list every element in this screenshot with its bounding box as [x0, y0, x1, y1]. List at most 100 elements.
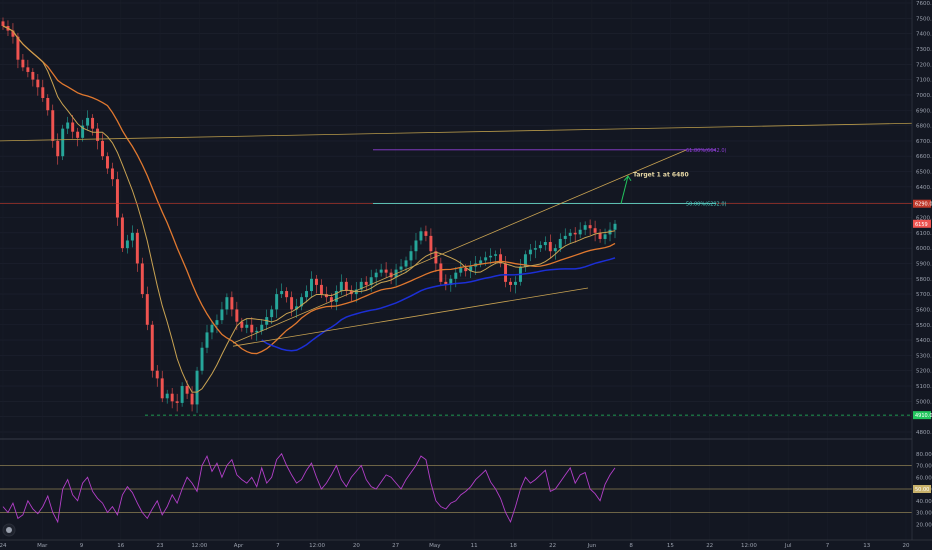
price-axis[interactable]: 7600.00 7500.00 7400.00 7300.00 7200.00 7100.… — [913, 1, 932, 436]
candle-body — [260, 324, 264, 331]
rsi-tick-label: 40.00 — [916, 499, 932, 505]
candle-body — [533, 248, 537, 250]
candle-body — [280, 291, 284, 295]
time-tick-label: 7 — [276, 543, 280, 549]
candle-body — [101, 140, 104, 157]
target-arrow-shaft — [620, 176, 629, 204]
price-tick-label: 5500.00 — [916, 323, 932, 329]
candle-body — [459, 268, 463, 273]
candle-body — [81, 125, 85, 138]
candle-body — [543, 242, 547, 246]
candle-body — [419, 231, 423, 241]
candle-body — [130, 232, 134, 241]
candle-body — [588, 225, 592, 229]
time-tick-label: 16 — [117, 543, 124, 549]
rsi-tick-label: 80.00 — [916, 452, 932, 458]
candle-body — [120, 217, 124, 249]
candle-body — [215, 320, 219, 325]
candle-body — [175, 401, 179, 403]
price-grid — [0, 2, 912, 433]
candle-body — [66, 122, 70, 129]
candle-body — [71, 122, 75, 132]
price-tick-label: 5700.00 — [916, 292, 932, 298]
time-tick-label: 23 — [157, 543, 164, 549]
price-tick-label: 5000.00 — [916, 399, 932, 405]
time-tick-label: 13 — [863, 543, 870, 549]
rsi-line — [2, 452, 616, 524]
candle-body — [225, 297, 229, 310]
candle-body — [329, 297, 333, 302]
candle-body — [454, 272, 458, 279]
price-tick-label: 5200.00 — [916, 369, 932, 375]
candle-body — [583, 225, 587, 230]
candle-body — [240, 321, 244, 328]
candle-body — [573, 232, 577, 235]
candle-body — [409, 251, 413, 261]
candle-body — [245, 324, 249, 328]
candle-body — [155, 370, 159, 379]
candle-body — [235, 309, 239, 322]
candle-body — [434, 251, 438, 264]
price-tag-line: 6290.0 — [915, 202, 932, 208]
candle-body — [46, 97, 50, 111]
time-tick-label: 20 — [903, 543, 910, 549]
candle-body — [36, 79, 40, 88]
candle-body — [364, 281, 368, 285]
candle-body — [484, 257, 488, 261]
time-tick-label: 12:00 — [309, 543, 325, 549]
ma-slow-line — [2, 25, 616, 355]
candle-body — [125, 240, 129, 249]
candle-body — [210, 324, 214, 333]
time-tick-label: 18 — [510, 543, 517, 549]
candle-body — [195, 370, 199, 405]
price-tick-label: 7000.00 — [916, 93, 932, 99]
price-tag-current: 6159 — [915, 222, 928, 228]
candle-body — [115, 179, 119, 218]
target-arrow-head — [623, 175, 632, 182]
candle-body — [369, 277, 373, 285]
time-tick-label: May — [429, 543, 441, 549]
candle-body — [499, 254, 503, 264]
candle-body — [41, 87, 45, 98]
candle-body — [464, 268, 468, 272]
candle-body — [504, 263, 508, 282]
price-tick-label: 7300.00 — [916, 47, 932, 53]
fib-level-label: 61.80%(6642.0) — [686, 148, 727, 154]
time-tick-label: 20 — [353, 543, 360, 549]
price-tick-label: 7500.00 — [916, 16, 932, 22]
candle-body — [319, 284, 323, 295]
candle-body — [449, 278, 453, 285]
time-tick-label: 12:00 — [741, 543, 757, 549]
time-tick-label: 27 — [392, 543, 399, 549]
candle-body — [310, 278, 313, 292]
target-arrow-icon — [620, 175, 632, 204]
candle-body — [509, 281, 512, 285]
candle-body — [110, 168, 114, 180]
candle-body — [230, 297, 234, 310]
fib-level-label: 50.00%(6292.0) — [686, 201, 727, 207]
candle-body — [424, 231, 428, 236]
rsi-tick-label: 70.00 — [916, 464, 932, 470]
candle-body — [324, 294, 328, 298]
candle-body — [300, 297, 304, 307]
price-tick-label: 7200.00 — [916, 62, 932, 68]
price-tick-label: 5300.00 — [916, 353, 932, 359]
candle-body — [489, 255, 493, 258]
tradingview-logo-icon[interactable] — [2, 523, 16, 537]
candle-body — [593, 228, 597, 233]
candle-body — [11, 30, 15, 37]
candle-body — [479, 260, 483, 264]
price-tick-label: 6400.00 — [916, 185, 932, 191]
candle-body — [429, 235, 433, 252]
time-axis[interactable]: 24 Mar 9 16 23 12:00 Apr 7 12:00 20 27 May 11 18 22 Jun… — [0, 543, 910, 549]
rsi-tick-label: 30.00 — [916, 511, 932, 517]
candle-body — [285, 291, 289, 298]
time-tick-label: 12:00 — [191, 543, 207, 549]
price-tick-label: 6800.00 — [916, 124, 932, 130]
time-tick-label: 22 — [706, 543, 713, 549]
candle-body — [384, 269, 388, 273]
candle-body — [603, 234, 607, 239]
candle-body — [21, 59, 25, 68]
